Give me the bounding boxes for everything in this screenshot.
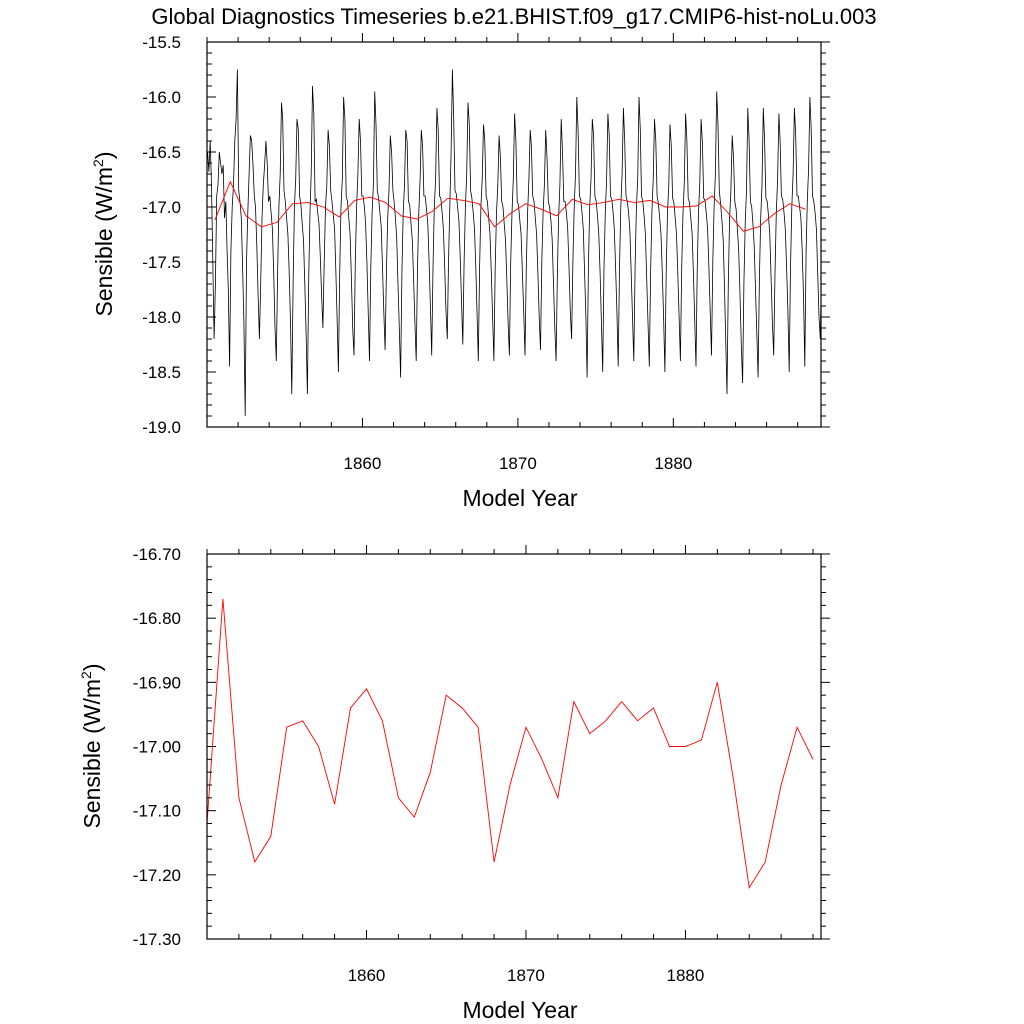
top-panel-chart: 1860 1870 1880 -19.0 -18.5 -18.0 -17.5 -17.0 -16… xyxy=(90,33,830,511)
y-axis-label-main: Sensible (W/m xyxy=(79,679,105,829)
x-axis-label: Model Year xyxy=(462,997,577,1023)
y-axis-label: Sensible (W/m2) xyxy=(78,663,105,828)
y-tick-label: -16.0 xyxy=(142,88,181,107)
y-axis-label-close: ) xyxy=(79,663,105,671)
x-tick-label: 1870 xyxy=(499,454,537,473)
y-tick-label: -18.0 xyxy=(142,308,181,327)
y-tick-label: -17.20 xyxy=(133,866,181,885)
plot-frame xyxy=(206,553,822,940)
x-tick-label: 1880 xyxy=(667,966,705,985)
plot-frame xyxy=(206,41,822,428)
y-tick-label: -16.90 xyxy=(133,673,181,692)
y-tick-label: -17.00 xyxy=(133,738,181,757)
y-axis-label-close: ) xyxy=(91,151,117,159)
x-tick-label: 1870 xyxy=(507,966,545,985)
y-tick-label: -16.70 xyxy=(133,545,181,564)
y-tick-label: -17.10 xyxy=(133,802,181,821)
y-axis-label-sup: 2 xyxy=(90,159,106,167)
x-tick-label: 1880 xyxy=(654,454,692,473)
series-line-0 xyxy=(207,598,814,889)
bottom-panel-chart: 1860 1870 1880 -17.30 -17.20 -17.10 -17.00 -16.… xyxy=(78,545,830,1023)
series-line-1 xyxy=(214,180,806,232)
chart-title: Global Diagnostics Timeseries b.e21.BHIS… xyxy=(151,4,876,29)
y-tick-label: -17.5 xyxy=(142,253,181,272)
y-axis-label: Sensible (W/m2) xyxy=(90,151,117,316)
y-tick-label: -18.5 xyxy=(142,363,181,382)
y-tick-label: -17.0 xyxy=(142,198,181,217)
y-tick-label: -17.30 xyxy=(133,930,181,949)
x-tick-label: 1860 xyxy=(344,454,382,473)
x-tick-label: 1860 xyxy=(348,966,386,985)
y-tick-label: -16.5 xyxy=(142,143,181,162)
y-axis-label-sup: 2 xyxy=(78,671,94,679)
y-tick-label: -16.80 xyxy=(133,609,181,628)
y-tick-label: -19.0 xyxy=(142,418,181,437)
y-tick-label: -15.5 xyxy=(142,33,181,52)
series-line-0 xyxy=(207,69,821,417)
x-axis-label: Model Year xyxy=(462,485,577,511)
y-axis-label-main: Sensible (W/m xyxy=(91,167,117,317)
